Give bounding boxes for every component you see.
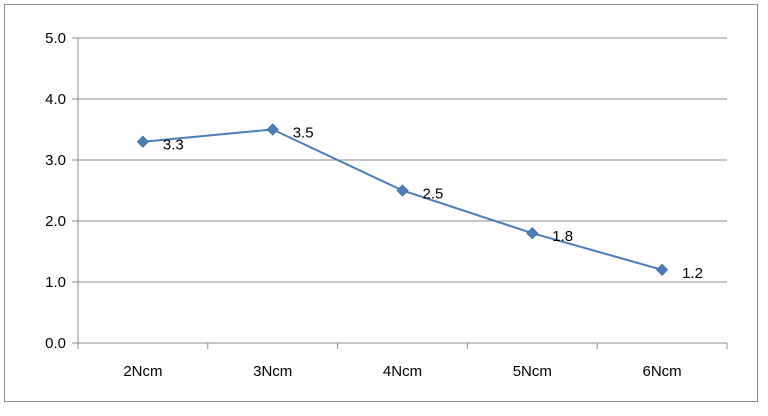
- y-tick-labels: 0.0 1.0 2.0 3.0 4.0 5.0: [45, 30, 66, 352]
- y-tick-label: 5.0: [45, 30, 66, 47]
- data-label: 3.5: [293, 125, 314, 142]
- data-label: 1.8: [552, 228, 573, 245]
- series-line: [142, 128, 663, 271]
- axes: [72, 37, 728, 349]
- y-tick-label: 4.0: [45, 91, 66, 108]
- data-point-marker: [136, 135, 149, 148]
- data-point-marker: [266, 123, 279, 136]
- x-tick-label: 6Ncm: [643, 363, 682, 380]
- data-label: 2.5: [423, 186, 444, 203]
- y-tick-label: 0.0: [45, 335, 66, 352]
- series: [136, 123, 669, 276]
- data-labels: 3.3 3.5 2.5 1.8 1.2: [163, 125, 703, 282]
- data-point-marker: [656, 263, 669, 276]
- data-label: 1.2: [682, 265, 703, 282]
- data-point-marker: [396, 184, 409, 197]
- y-tick-label: 3.0: [45, 152, 66, 169]
- x-tick-labels: 2Ncm 3Ncm 4Ncm 5Ncm 6Ncm: [123, 363, 681, 380]
- x-tick-label: 2Ncm: [123, 363, 162, 380]
- chart-frame: [4, 4, 758, 402]
- y-tick-label: 1.0: [45, 274, 66, 291]
- data-point-marker: [526, 227, 539, 240]
- x-tick-label: 3Ncm: [253, 363, 292, 380]
- data-label: 3.3: [163, 137, 184, 154]
- gridlines: [78, 37, 727, 283]
- y-tick-label: 2.0: [45, 213, 66, 230]
- x-tick-label: 4Ncm: [383, 363, 422, 380]
- x-tick-label: 5Ncm: [513, 363, 552, 380]
